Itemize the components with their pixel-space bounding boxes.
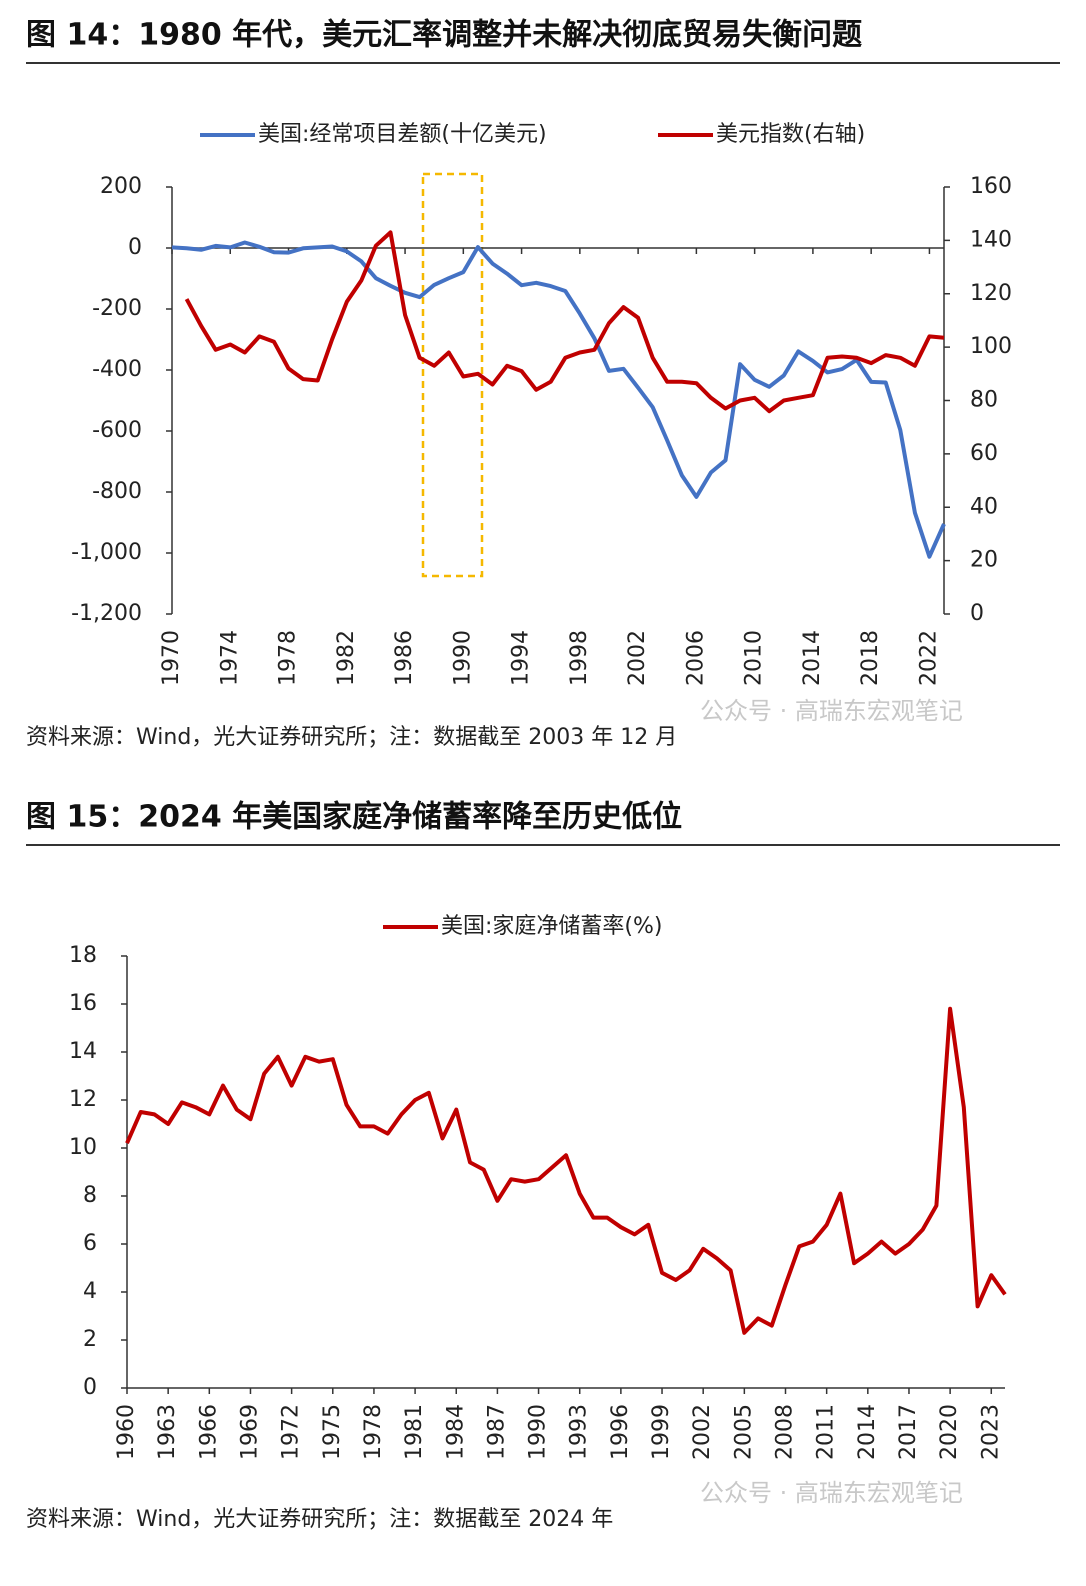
x-tick-label: 1960: [114, 1404, 139, 1460]
x-tick-label: 1998: [567, 630, 592, 686]
figure-title: 图 14：1980 年代，美元汇率调整并未解决彻底贸易失衡问题: [26, 18, 862, 53]
x-tick-label: 2017: [896, 1404, 921, 1460]
source: 资料来源：Wind，光大证券研究所；注：数据截至 2024 年: [26, 1507, 613, 1532]
x-tick-label: 1986: [392, 630, 417, 686]
y2-tick-label: 40: [970, 494, 998, 519]
y2-tick-label: 0: [970, 601, 984, 626]
x-tick-label: 1970: [159, 630, 184, 686]
y-tick-label: 0: [128, 235, 142, 260]
watermark: 公众号 · 高瑞东宏观笔记: [700, 697, 963, 725]
x-tick-label: 1972: [279, 1404, 304, 1460]
x-tick-label: 1969: [237, 1404, 262, 1460]
x-tick-label: 2005: [731, 1404, 756, 1460]
x-tick-label: 1978: [361, 1404, 386, 1460]
y-tick-label: -1,000: [71, 540, 142, 565]
y2-tick-label: 140: [970, 227, 1012, 252]
watermark: 公众号 · 高瑞东宏观笔记: [700, 1479, 963, 1507]
y2-tick-label: 80: [970, 388, 998, 413]
x-tick-label: 2002: [690, 1404, 715, 1460]
x-tick-label: 2022: [916, 630, 941, 686]
y-tick-label: -200: [92, 296, 142, 321]
figure-title: 图 15：2024 年美国家庭净储蓄率降至历史低位: [26, 800, 682, 835]
y2-tick-label: 60: [970, 441, 998, 466]
source: 资料来源：Wind，光大证券研究所；注：数据截至 2003 年 12 月: [26, 725, 677, 750]
y-tick-label: 14: [69, 1039, 97, 1064]
x-tick-label: 2011: [814, 1404, 839, 1460]
x-tick-label: 1990: [450, 630, 475, 686]
x-tick-label: 1966: [196, 1404, 221, 1460]
x-tick-label: 1974: [217, 630, 242, 686]
legend-label: 美国:家庭净储蓄率(%): [441, 914, 662, 939]
legend-label: 美国:经常项目差额(十亿美元): [258, 122, 547, 147]
series-line: [125, 1006, 1007, 1335]
x-tick-label: 2010: [742, 630, 767, 686]
y-tick-label: 12: [69, 1087, 97, 1112]
x-tick-label: 2018: [858, 630, 883, 686]
x-tick-label: 2020: [937, 1404, 962, 1460]
y-tick-label: -600: [92, 418, 142, 443]
x-tick-label: 1987: [484, 1404, 509, 1460]
y2-tick-label: 160: [970, 174, 1012, 199]
y2-tick-label: 100: [970, 334, 1012, 359]
x-tick-label: 2006: [683, 630, 708, 686]
x-tick-label: 1990: [526, 1404, 551, 1460]
y-tick-label: 0: [83, 1375, 97, 1400]
y-tick-label: 16: [69, 991, 97, 1016]
series-line: [171, 240, 946, 559]
y-tick-label: 18: [69, 943, 97, 968]
y-tick-label: 4: [83, 1279, 97, 1304]
x-tick-label: 2014: [855, 1404, 880, 1460]
series-line: [184, 230, 945, 414]
y-tick-label: -400: [92, 357, 142, 382]
x-tick-label: 1993: [567, 1404, 592, 1460]
x-tick-label: 1981: [402, 1404, 427, 1460]
y-tick-label: -800: [92, 479, 142, 504]
x-tick-label: 1978: [276, 630, 301, 686]
y-tick-label: 6: [83, 1231, 97, 1256]
x-tick-label: 1963: [155, 1404, 180, 1460]
x-tick-label: 1984: [443, 1404, 468, 1460]
y-tick-label: 2: [83, 1327, 97, 1352]
y-tick-label: 10: [69, 1135, 97, 1160]
x-tick-label: 2002: [625, 630, 650, 686]
x-tick-label: 2008: [773, 1404, 798, 1460]
highlight-box: [421, 172, 484, 578]
x-tick-label: 2023: [978, 1404, 1003, 1460]
y2-tick-label: 20: [970, 548, 998, 573]
y-tick-label: -1,200: [71, 601, 142, 626]
x-tick-label: 1999: [649, 1404, 674, 1460]
x-tick-label: 1982: [334, 630, 359, 686]
x-tick-label: 1996: [608, 1404, 633, 1460]
legend-label: 美元指数(右轴): [716, 122, 865, 147]
y-tick-label: 200: [100, 174, 142, 199]
x-tick-label: 1975: [320, 1404, 345, 1460]
y2-tick-label: 120: [970, 281, 1012, 306]
x-tick-label: 2014: [800, 630, 825, 686]
y-tick-label: 8: [83, 1183, 97, 1208]
x-tick-label: 1994: [509, 630, 534, 686]
